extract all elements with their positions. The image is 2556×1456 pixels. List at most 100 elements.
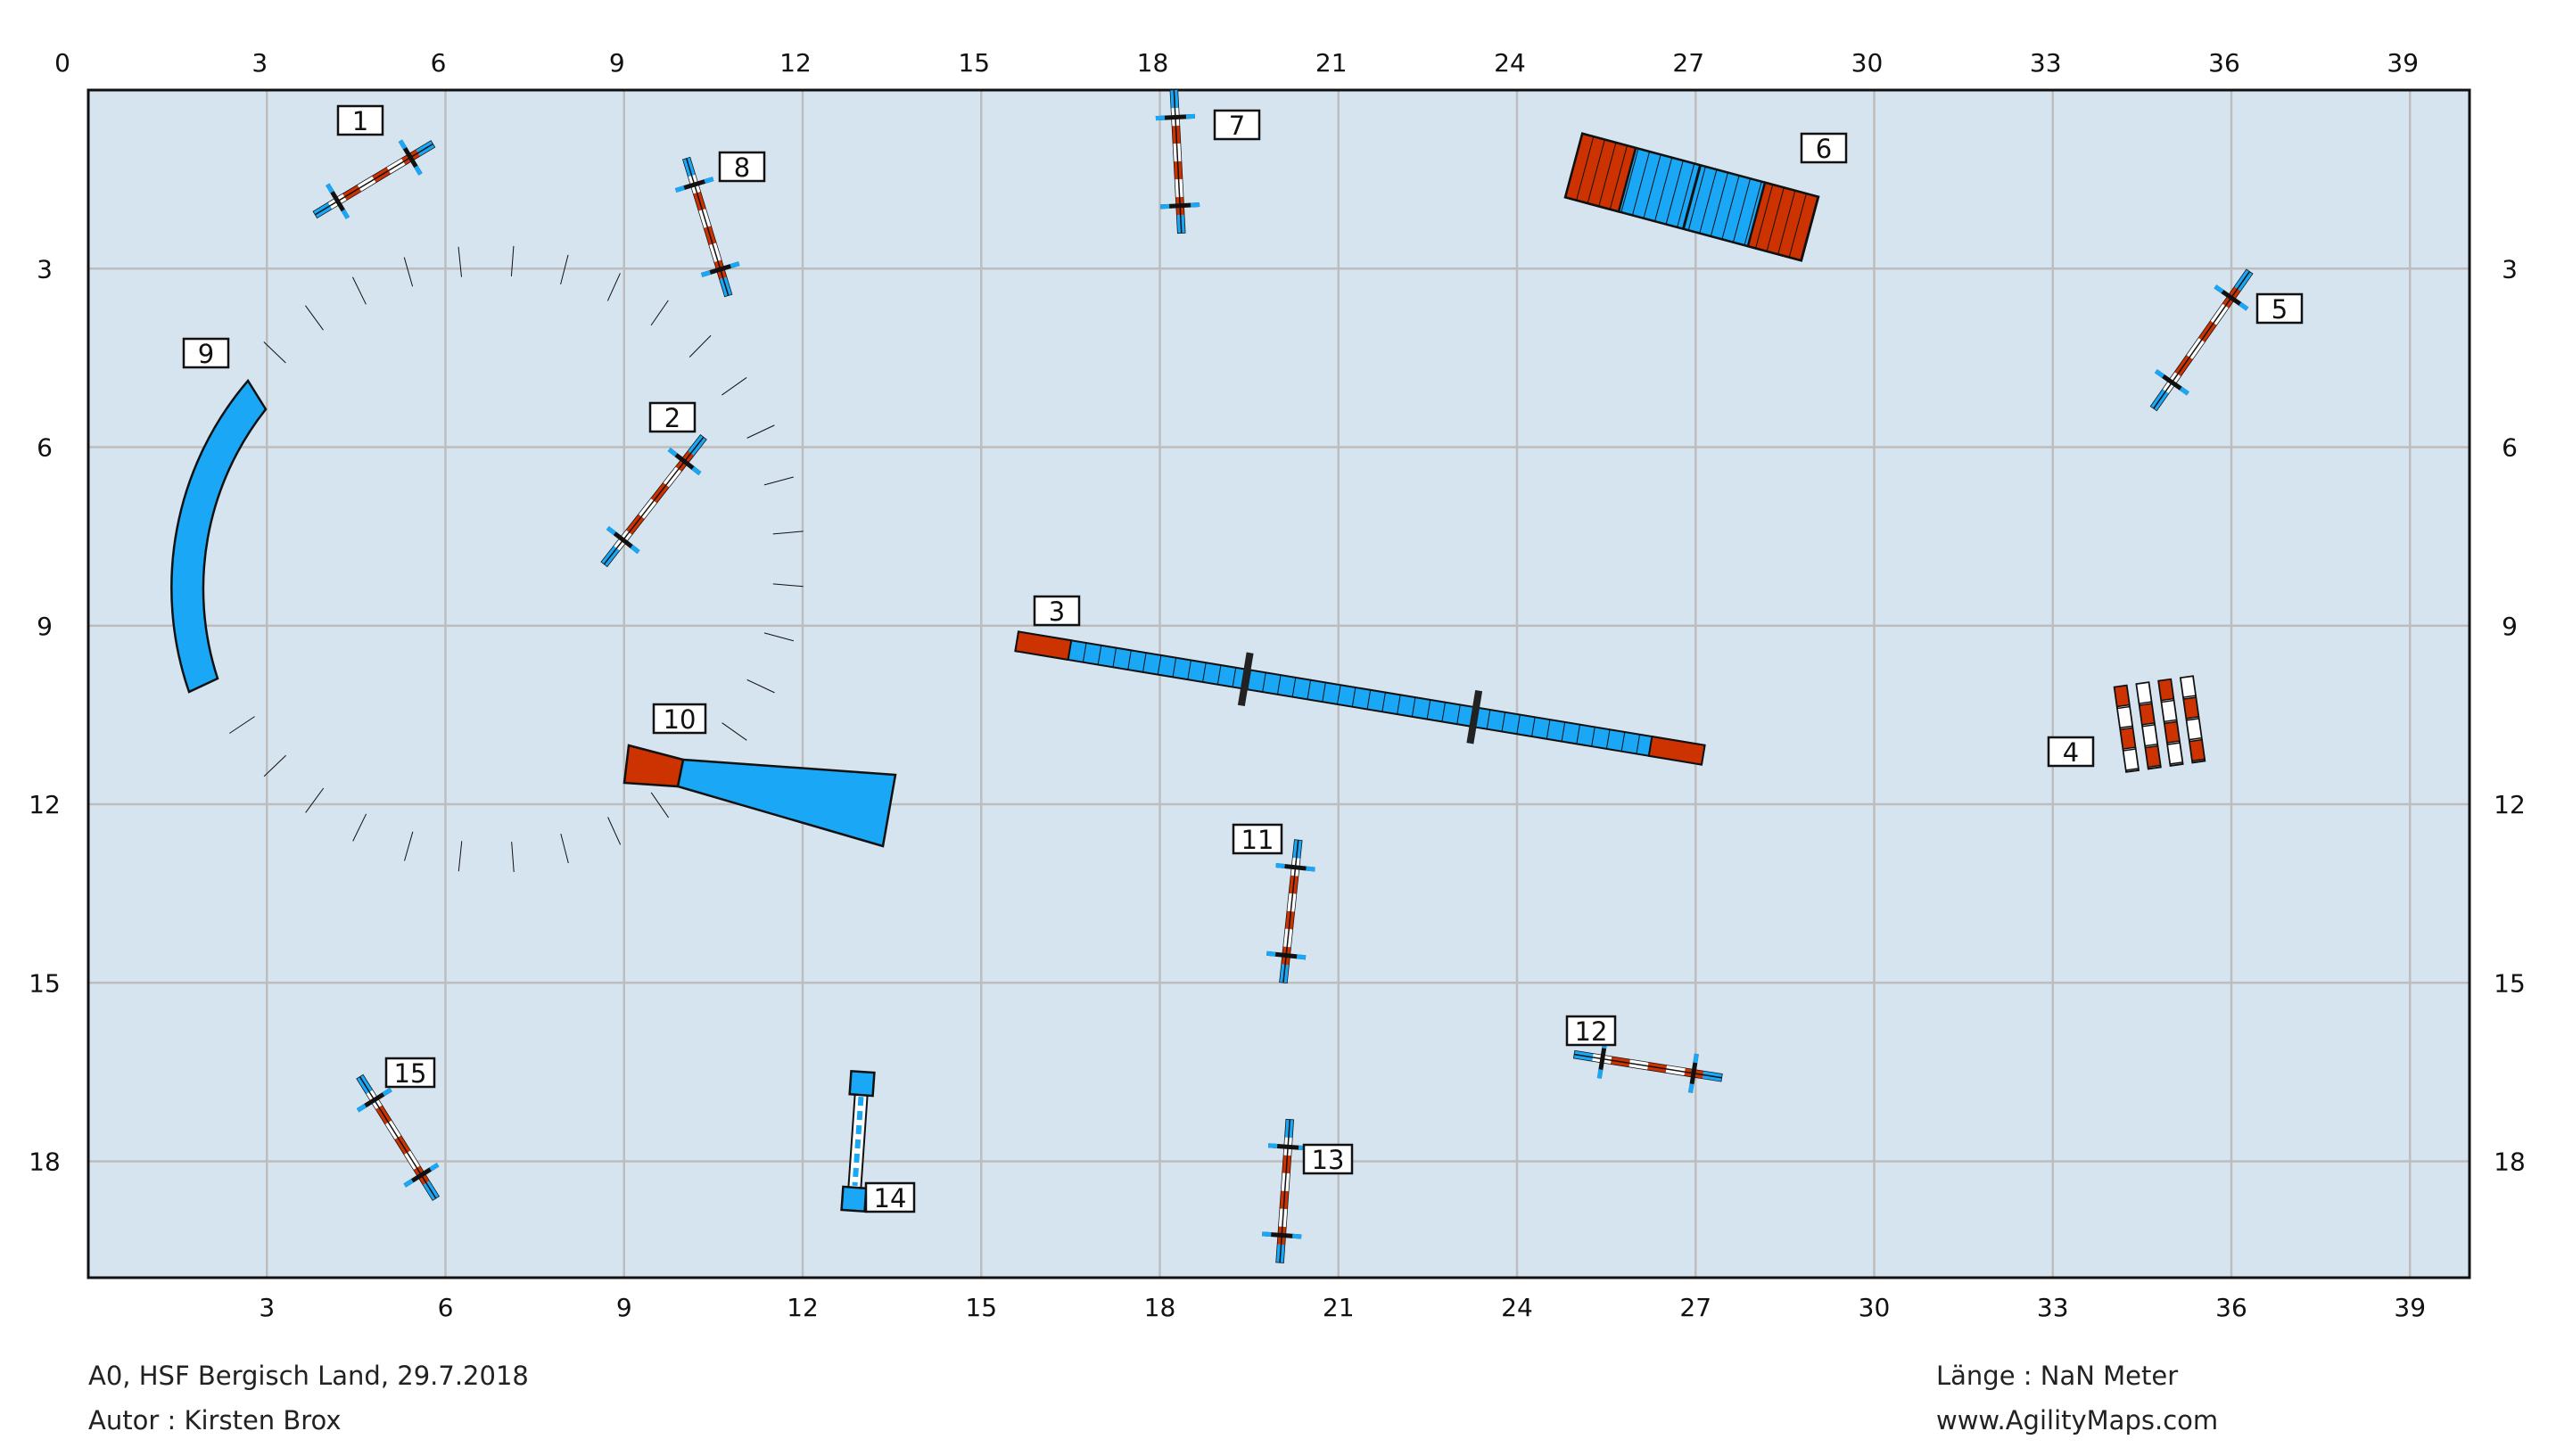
tick-label: 39	[2387, 48, 2419, 78]
tick-label: 9	[609, 48, 625, 78]
dogwalk[interactable]	[1012, 615, 1707, 782]
jump-1[interactable]	[305, 128, 442, 232]
number-box-3: 3	[1033, 595, 1081, 627]
tick-label: 18	[29, 1148, 61, 1177]
jump-13[interactable]	[1260, 1118, 1309, 1263]
svg-text:3: 3	[1049, 596, 1065, 627]
number-box-7: 7	[1213, 109, 1261, 141]
tick-label: 15	[29, 968, 61, 998]
course-length: Länge : NaN Meter	[1936, 1361, 2179, 1391]
tick-label: 6	[431, 48, 447, 78]
tick-label: 15	[965, 1293, 997, 1322]
weave-pole	[2113, 684, 2140, 773]
svg-text:13: 13	[1312, 1145, 1345, 1175]
tick-label: 21	[1323, 1293, 1355, 1322]
jump-2[interactable]	[589, 425, 719, 576]
jump-11[interactable]	[1264, 838, 1318, 984]
tick-label: 30	[1851, 48, 1884, 78]
grid	[88, 90, 2469, 1278]
event-info: A0, HSF Bergisch Land, 29.7.2018	[88, 1361, 529, 1391]
x-axis-bottom: 3 6 9 12 15 18 21 24 27 30 33 36 39	[259, 1293, 2426, 1322]
tick-label: 12	[779, 48, 812, 78]
svg-text:15: 15	[394, 1058, 427, 1089]
tick-label: 9	[37, 612, 53, 641]
tick-label: 36	[2208, 48, 2240, 78]
tick-label: 0	[54, 48, 70, 78]
svg-text:7: 7	[1229, 111, 1245, 141]
svg-text:11: 11	[1241, 825, 1274, 855]
number-box-12: 12	[1565, 1015, 1617, 1047]
tick-label: 18	[2494, 1148, 2526, 1177]
aframe[interactable]	[1563, 132, 1820, 262]
tick-label: 39	[2394, 1293, 2426, 1322]
tick-label: 33	[2037, 1293, 2069, 1322]
number-box-5: 5	[2255, 292, 2304, 325]
tick-label: 3	[37, 254, 53, 284]
number-box-11: 11	[1232, 823, 1283, 855]
tick-label: 18	[1137, 48, 1169, 78]
number-box-9: 9	[182, 337, 230, 369]
svg-text:1: 1	[352, 106, 368, 136]
jumps	[305, 89, 2265, 1263]
svg-text:10: 10	[664, 704, 697, 735]
weave-pole	[2135, 681, 2162, 770]
tick-label: 27	[1679, 1293, 1711, 1322]
weave-pole	[2179, 675, 2206, 764]
jump-7[interactable]	[1154, 89, 1200, 234]
tunnel[interactable]	[170, 245, 804, 873]
tick-label: 18	[1144, 1293, 1176, 1322]
tick-label: 9	[2502, 612, 2518, 641]
jump-5[interactable]	[2138, 260, 2265, 419]
tick-label: 36	[2215, 1293, 2247, 1322]
number-box-15: 15	[384, 1057, 436, 1089]
weave-pole	[2157, 678, 2184, 767]
jump-15[interactable]	[343, 1066, 452, 1208]
tick-label: 3	[2502, 254, 2518, 284]
svg-text:9: 9	[198, 339, 214, 369]
tick-label: 12	[29, 790, 61, 819]
website-link[interactable]: www.AgilityMaps.com	[1936, 1405, 2219, 1435]
svg-text:12: 12	[1575, 1016, 1608, 1047]
svg-text:4: 4	[2063, 737, 2079, 768]
jump-12[interactable]	[1571, 1035, 1725, 1098]
svg-text:2: 2	[664, 403, 680, 433]
y-axis-left: 3 6 9 12 15 18	[29, 254, 61, 1176]
tick-label: 6	[2502, 433, 2518, 463]
tick-label: 9	[616, 1293, 632, 1322]
chute[interactable]	[623, 744, 897, 848]
tick-label: 21	[1315, 48, 1348, 78]
jump-labels: 1 2 5 7 8 11 12 13 15	[336, 104, 2304, 1175]
tick-label: 6	[37, 433, 53, 463]
number-box-4: 4	[2047, 736, 2095, 768]
number-box-2: 2	[648, 401, 697, 433]
tire[interactable]	[840, 1069, 876, 1213]
tick-label: 15	[2494, 968, 2526, 998]
author-info: Autor : Kirsten Brox	[88, 1405, 342, 1435]
tick-label: 12	[787, 1293, 819, 1322]
weave[interactable]	[2113, 675, 2206, 773]
number-box-8: 8	[718, 151, 766, 183]
tick-label: 24	[1501, 1293, 1533, 1322]
number-box-13: 13	[1302, 1143, 1354, 1175]
field-border	[87, 88, 2471, 1279]
tick-label: 3	[259, 1293, 275, 1322]
number-box-14: 14	[864, 1181, 916, 1213]
tick-label: 30	[1859, 1293, 1891, 1322]
y-axis-right: 3 6 9 12 15 18	[2494, 254, 2526, 1176]
tick-label: 12	[2494, 790, 2526, 819]
tick-label: 33	[2030, 48, 2062, 78]
tick-label: 6	[438, 1293, 454, 1322]
svg-text:6: 6	[1816, 134, 1832, 164]
tick-label: 15	[958, 48, 990, 78]
jump-8[interactable]	[668, 152, 747, 300]
svg-text:8: 8	[734, 152, 750, 183]
tick-label: 24	[1494, 48, 1526, 78]
svg-text:14: 14	[874, 1183, 907, 1213]
number-box-1: 1	[336, 104, 384, 136]
number-box-6: 6	[1800, 132, 1848, 164]
svg-text:5: 5	[2272, 294, 2288, 325]
tick-label: 27	[1672, 48, 1704, 78]
tick-label: 3	[251, 48, 268, 78]
number-box-10: 10	[652, 703, 707, 735]
